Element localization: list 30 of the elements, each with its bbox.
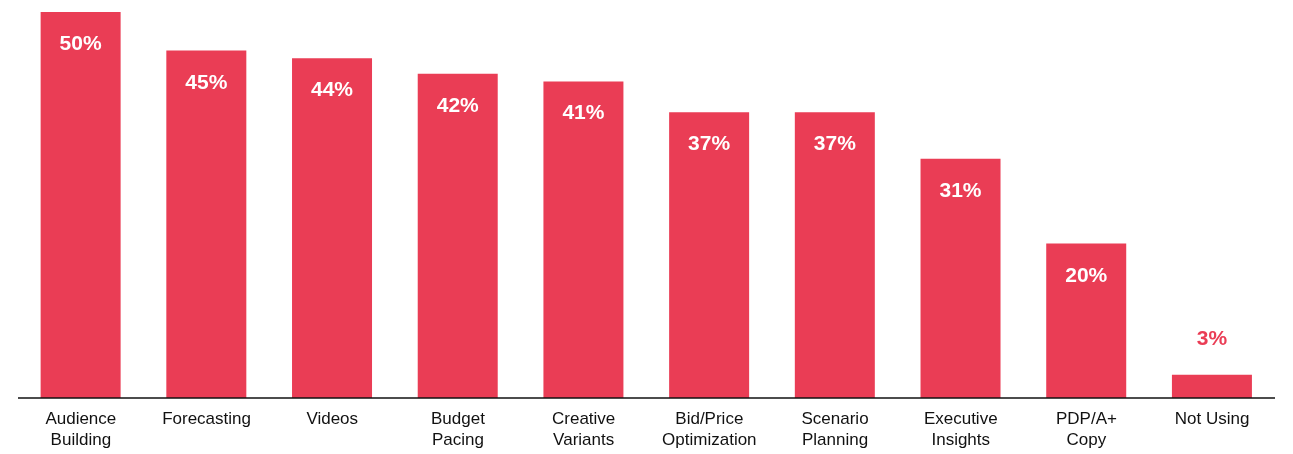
bar xyxy=(1171,374,1252,398)
data-label: 45% xyxy=(185,69,228,93)
data-label: 3% xyxy=(1196,325,1228,349)
data-label: 31% xyxy=(939,177,982,201)
x-tick-label: PDP/A+ Copy xyxy=(1055,409,1117,449)
bar xyxy=(1046,243,1127,398)
data-label: 44% xyxy=(311,77,354,101)
bar xyxy=(40,12,121,398)
x-tick-label: Audience Building xyxy=(45,409,117,449)
bar xyxy=(292,58,373,398)
x-tick-label: Forecasting xyxy=(162,409,251,428)
x-tick-label: Scenario Planning xyxy=(801,409,869,449)
data-label: 37% xyxy=(813,131,857,155)
data-label: 42% xyxy=(436,92,480,116)
x-tick-label: Videos xyxy=(306,409,359,428)
x-tick-label: Bid/Price Optimization xyxy=(662,409,757,449)
data-label: 37% xyxy=(688,131,731,155)
x-tick-label: Creative Variants xyxy=(551,409,616,449)
x-tick-label: Not Using xyxy=(1174,409,1250,428)
x-tick-label: Executive Insights xyxy=(923,409,998,449)
data-label: 41% xyxy=(562,100,605,124)
data-label: 50% xyxy=(59,31,102,54)
bar xyxy=(417,73,498,398)
bar xyxy=(543,81,624,398)
bar xyxy=(166,50,247,398)
data-label: 20% xyxy=(1065,262,1108,286)
bar xyxy=(920,158,1001,398)
bar xyxy=(794,112,875,398)
bar xyxy=(669,112,750,398)
x-tick-label: Budget Pacing xyxy=(431,409,486,449)
